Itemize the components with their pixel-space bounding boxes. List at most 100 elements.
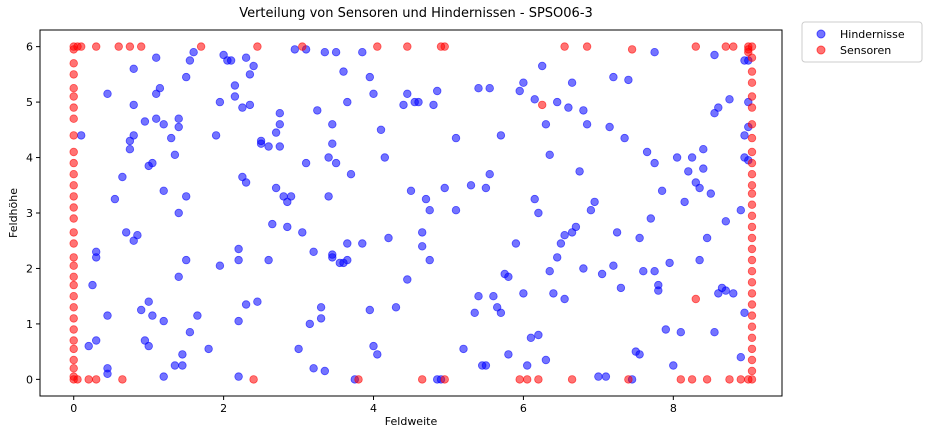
point-sensoren xyxy=(736,375,745,384)
point-hindernisse xyxy=(110,194,120,204)
point-hindernisse xyxy=(245,70,255,79)
point-hindernisse xyxy=(238,103,247,112)
point-hindernisse xyxy=(316,314,326,323)
point-sensoren xyxy=(69,169,78,179)
point-hindernisse xyxy=(234,255,243,265)
point-hindernisse xyxy=(346,169,356,179)
point-hindernisse xyxy=(151,114,161,123)
point-hindernisse xyxy=(91,247,101,256)
point-sensoren xyxy=(747,344,757,354)
point-sensoren xyxy=(69,325,78,334)
point-sensoren xyxy=(69,280,78,290)
point-hindernisse xyxy=(369,89,378,98)
point-sensoren xyxy=(747,222,757,232)
point-hindernisse xyxy=(425,205,434,215)
point-hindernisse xyxy=(474,292,483,301)
point-hindernisse xyxy=(331,48,341,57)
point-hindernisse xyxy=(328,139,337,148)
point-hindernisse xyxy=(144,297,153,306)
point-hindernisse xyxy=(181,72,191,82)
point-hindernisse xyxy=(159,186,168,195)
point-hindernisse xyxy=(624,75,633,85)
point-hindernisse xyxy=(560,294,569,304)
point-hindernisse xyxy=(553,253,562,262)
point-hindernisse xyxy=(616,283,626,293)
point-hindernisse xyxy=(530,95,539,104)
point-sensoren xyxy=(747,133,757,143)
point-sensoren xyxy=(69,70,78,79)
point-hindernisse xyxy=(676,328,685,337)
point-hindernisse xyxy=(672,153,682,162)
point-sensoren xyxy=(69,131,78,140)
point-sensoren xyxy=(560,42,569,51)
point-sensoren xyxy=(249,375,258,384)
point-hindernisse xyxy=(429,100,438,110)
point-sensoren xyxy=(534,375,543,384)
point-hindernisse xyxy=(178,350,187,359)
point-hindernisse xyxy=(710,328,719,337)
point-hindernisse xyxy=(313,106,322,115)
point-hindernisse xyxy=(226,56,236,65)
point-hindernisse xyxy=(669,361,678,370)
point-hindernisse xyxy=(654,280,663,290)
x-tick-label: 2 xyxy=(220,402,227,415)
point-hindernisse xyxy=(714,103,723,112)
point-hindernisse xyxy=(376,125,386,134)
point-hindernisse xyxy=(699,144,708,154)
y-tick-label: 2 xyxy=(26,262,33,275)
point-hindernisse xyxy=(331,158,341,168)
point-hindernisse xyxy=(204,344,213,354)
point-sensoren xyxy=(747,278,757,287)
point-sensoren xyxy=(114,42,123,51)
point-hindernisse xyxy=(474,83,483,93)
point-hindernisse xyxy=(230,81,240,90)
point-hindernisse xyxy=(148,311,157,320)
point-sensoren xyxy=(84,375,93,384)
point-sensoren xyxy=(538,100,547,110)
point-hindernisse xyxy=(133,230,142,240)
point-hindernisse xyxy=(384,233,393,243)
point-sensoren xyxy=(687,375,697,384)
point-hindernisse xyxy=(264,142,273,151)
point-hindernisse xyxy=(406,186,416,195)
point-hindernisse xyxy=(144,341,153,351)
point-hindernisse xyxy=(605,122,614,132)
point-hindernisse xyxy=(136,305,146,315)
point-hindernisse xyxy=(271,128,281,137)
point-hindernisse xyxy=(125,144,135,154)
point-sensoren xyxy=(582,42,592,51)
point-hindernisse xyxy=(271,183,281,193)
point-hindernisse xyxy=(275,142,284,151)
point-sensoren xyxy=(747,311,757,320)
point-hindernisse xyxy=(699,164,708,173)
point-hindernisse xyxy=(538,61,547,71)
point-sensoren xyxy=(744,375,753,384)
point-hindernisse xyxy=(650,158,659,168)
point-hindernisse xyxy=(721,286,730,295)
point-sensoren xyxy=(69,192,78,201)
point-hindernisse xyxy=(241,300,251,309)
point-hindernisse xyxy=(286,192,296,201)
point-hindernisse xyxy=(129,64,138,73)
point-hindernisse xyxy=(358,239,367,248)
point-hindernisse xyxy=(740,308,749,317)
point-sensoren xyxy=(747,255,757,265)
point-sensoren xyxy=(747,158,757,168)
point-hindernisse xyxy=(534,330,543,340)
point-hindernisse xyxy=(170,361,180,370)
point-hindernisse xyxy=(84,341,93,351)
point-hindernisse xyxy=(530,194,539,204)
point-hindernisse xyxy=(283,222,292,232)
point-sensoren xyxy=(725,375,734,384)
point-sensoren xyxy=(721,42,730,51)
point-sensoren xyxy=(747,92,757,101)
y-tick-label: 1 xyxy=(26,318,33,331)
point-hindernisse xyxy=(519,289,528,298)
point-hindernisse xyxy=(178,361,187,370)
point-sensoren xyxy=(702,375,712,384)
point-sensoren xyxy=(354,375,363,384)
point-hindernisse xyxy=(635,233,644,243)
point-hindernisse xyxy=(91,336,101,345)
point-sensoren xyxy=(747,267,757,276)
point-hindernisse xyxy=(721,217,730,226)
